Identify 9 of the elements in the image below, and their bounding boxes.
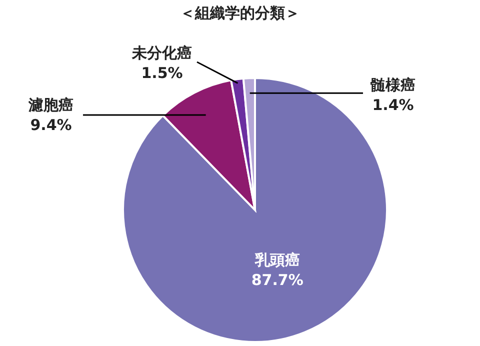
chart-title: ＜組織学的分類＞: [179, 4, 301, 23]
slice-label: 未分化癌: [131, 44, 192, 62]
slice-label: 濾胞癌: [28, 96, 74, 114]
slice-label: 乳頭癌: [254, 251, 300, 270]
data-label: 9.4%: [30, 116, 72, 134]
slice-label: 髄様癌: [370, 76, 416, 94]
data-label: 1.5%: [141, 64, 183, 82]
data-label: 1.4%: [372, 96, 414, 114]
data-label: 87.7%: [251, 271, 304, 290]
